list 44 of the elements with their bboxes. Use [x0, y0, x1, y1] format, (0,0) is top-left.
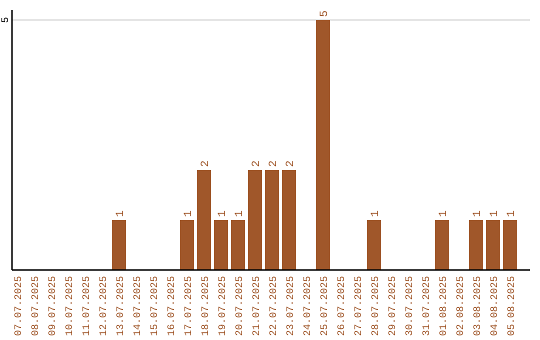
x-tick-label: 09.07.2025	[48, 276, 60, 336]
data-label: 2	[268, 160, 280, 167]
data-label: 1	[472, 210, 484, 217]
x-tick-label: 10.07.2025	[65, 276, 76, 336]
data-label: 1	[370, 210, 382, 217]
x-tick-label: 02.08.2025	[456, 276, 467, 336]
x-tick-label: 07.07.2025	[14, 276, 26, 336]
x-tick-label: 20.07.2025	[235, 276, 246, 336]
x-tick-label: 23.07.2025	[286, 276, 297, 336]
x-tick-label: 25.07.2025	[320, 276, 331, 336]
x-tick-label: 05.08.2025	[506, 276, 518, 336]
x-tick-label: 14.07.2025	[133, 276, 144, 336]
x-tick-label: 24.07.2025	[302, 276, 314, 336]
x-tick-label: 22.07.2025	[269, 276, 280, 336]
x-tick-label: 29.07.2025	[388, 276, 399, 336]
x-tick-label: 01.08.2025	[438, 276, 450, 336]
data-label: 1	[115, 210, 128, 217]
x-tick-label: 19.07.2025	[218, 276, 230, 336]
x-tick-label: 17.07.2025	[184, 276, 196, 336]
x-tick-label: 08.07.2025	[31, 276, 42, 336]
x-tick-label: 21.07.2025	[252, 276, 263, 336]
x-tick-label: 18.07.2025	[201, 276, 212, 336]
data-label: 1	[438, 210, 450, 217]
data-label: 1	[217, 210, 230, 217]
data-label: 1	[183, 210, 196, 217]
x-tick-label: 03.08.2025	[472, 276, 484, 336]
x-tick-label: 04.08.2025	[490, 276, 501, 336]
x-tick-label: 27.07.2025	[354, 276, 365, 336]
data-label: 5	[318, 10, 331, 17]
data-label: 2	[251, 160, 263, 167]
data-label: 2	[284, 160, 297, 167]
x-tick-label: 11.07.2025	[82, 276, 94, 336]
x-tick-label: 16.07.2025	[167, 276, 178, 336]
x-tick-label: 13.07.2025	[116, 276, 128, 336]
x-tick-label: 26.07.2025	[336, 276, 348, 336]
data-label: 2	[200, 160, 212, 167]
data-label: 1	[506, 210, 518, 217]
data-label: 1	[488, 210, 501, 217]
x-tick-label: 12.07.2025	[99, 276, 110, 336]
x-tick-label: 15.07.2025	[150, 276, 162, 336]
x-tick-label: 28.07.2025	[370, 276, 382, 336]
x-tick-label: 31.07.2025	[422, 276, 433, 336]
data-label: 1	[234, 210, 246, 217]
x-tick-label: 30.07.2025	[404, 276, 416, 336]
